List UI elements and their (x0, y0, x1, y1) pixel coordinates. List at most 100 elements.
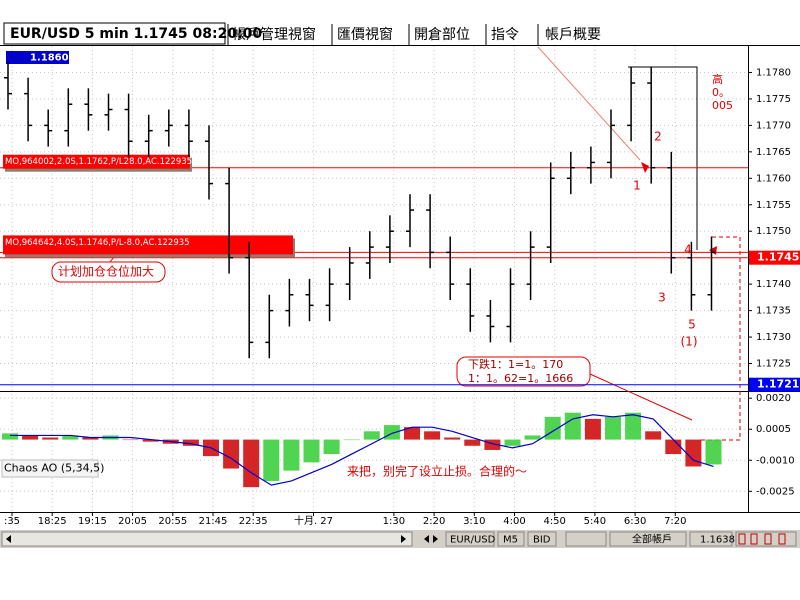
annotation: 计划加仓仓位加大 (58, 264, 154, 279)
indicator-title: Chaos AO (5,34,5) (4, 462, 104, 475)
x-tick-label: 十月. 27 (294, 514, 333, 527)
tool-icons (738, 533, 786, 545)
ao-bar (605, 416, 621, 440)
tab[interactable]: 帳戶概要 (545, 27, 601, 43)
ao-bar (303, 439, 320, 463)
x-tick-label: 4:50 (543, 516, 565, 527)
x-tick-label: 7:20 (664, 516, 686, 527)
y-tick-label: 1.1730 (756, 332, 791, 343)
toolbar-price-type[interactable]: BID (533, 535, 551, 546)
ao-bar (263, 439, 280, 481)
button[interactable] (445, 531, 495, 547)
x-tick-label: 22:35 (239, 516, 268, 527)
ao-bar (564, 412, 581, 440)
x-tick-label: 20:55 (158, 516, 187, 527)
tab[interactable]: 帳戶管理視窗 (232, 26, 316, 43)
price-box (749, 377, 800, 392)
ao-bar (625, 412, 642, 440)
y-tick-label: 1.1760 (756, 173, 791, 184)
nav-arrows[interactable] (424, 535, 438, 543)
ao-bar (444, 437, 461, 440)
tab[interactable]: EUR/USD 5 min 1.1745 08:20:00 (10, 26, 262, 42)
tab[interactable]: 開倉部位 (414, 27, 470, 43)
wave-label: (1) (681, 335, 698, 349)
x-tick-label: 19:15 (78, 516, 107, 527)
button[interactable] (527, 531, 557, 547)
button[interactable] (565, 531, 607, 547)
range-box (628, 66, 698, 250)
y-tick-label: 1.1755 (756, 200, 791, 211)
indicator-label-box (1, 459, 99, 478)
ao-bar (2, 433, 18, 440)
price-box-label: 1.1721 (757, 378, 799, 391)
ao-signal (10, 414, 714, 486)
ao-bar (42, 437, 59, 440)
ao-bar (142, 439, 159, 442)
annotation: 高 (712, 72, 723, 86)
ao-bar (22, 435, 39, 440)
y-tick-label: 1.1750 (756, 226, 791, 237)
ao-bar (182, 439, 199, 446)
ao-bar (484, 439, 501, 450)
x-tick-label: 5:40 (584, 516, 606, 527)
note-box (51, 261, 166, 283)
ao-bar (524, 435, 541, 440)
x-tick-label: 1:30 (383, 516, 405, 527)
ao-bar (343, 439, 360, 441)
toolbar-period[interactable]: M5 (503, 535, 518, 546)
ao-bar (82, 437, 99, 440)
y-tick-label: 1.1775 (756, 94, 791, 105)
y-tick-label: 1.1725 (756, 359, 791, 370)
ao-bar (363, 431, 380, 440)
price-box-label: 1.1745 (757, 251, 799, 264)
tab[interactable]: 指令 (491, 27, 519, 43)
ao-bar (504, 439, 521, 446)
x-tick-label: 3:10 (463, 516, 485, 527)
price-box (749, 250, 800, 265)
annotation: 下跌1：1=1。170 (468, 357, 563, 371)
order-label: MO,964642,4.0S,1.1746,P/L-8.0,AC.122935 (5, 238, 190, 248)
ao-bar (323, 439, 340, 455)
ao-bar (665, 439, 682, 455)
order-box (3, 154, 190, 169)
wave-label: 5 (688, 318, 696, 332)
tab-frame (3, 22, 226, 45)
ao-bar (404, 427, 420, 440)
x-tick-label: 21:45 (199, 516, 228, 527)
annotation: 来把，别完了设立止损。合理的～ (347, 464, 527, 479)
top-price: 1.1860 (30, 53, 69, 64)
stop-line (700, 236, 741, 441)
ao-bar (243, 439, 260, 488)
ao-bar (584, 418, 601, 440)
toolbar-price[interactable]: 1.1638 (700, 535, 735, 546)
button[interactable] (689, 531, 733, 547)
ao-bar (464, 439, 481, 446)
y-tick-label: 1.1770 (756, 120, 791, 131)
annotation: 1：1。62=1。1666 (468, 372, 573, 385)
x-tick-label: 4:00 (503, 516, 525, 527)
annotation: 0。 (712, 86, 730, 99)
button[interactable] (609, 531, 687, 547)
y-tick-label: 1.1740 (756, 279, 791, 290)
tab[interactable]: 匯價視窗 (337, 26, 393, 43)
x-tick-label: :35 (4, 516, 20, 527)
ao-bar (685, 439, 702, 467)
toolbar-symbol[interactable]: EUR/USD (450, 535, 496, 546)
scrollbar[interactable] (1, 531, 413, 547)
toolbar-account[interactable]: 全部帳戶 (632, 533, 672, 546)
entry-marker (709, 246, 717, 255)
wave-label: 3 (658, 291, 666, 305)
x-tick-label: 6:30 (624, 516, 646, 527)
y-tick-label: 1.1780 (756, 67, 791, 78)
y-tick-label: 0.0020 (756, 393, 791, 404)
x-tick-label: 2:20 (423, 516, 445, 527)
x-tick-label: 18:25 (38, 516, 67, 527)
ao-bar (223, 439, 240, 469)
note-arrow (589, 373, 693, 421)
y-tick-label: -0.0025 (756, 486, 795, 497)
top-price-box (6, 51, 69, 64)
ao-bar (705, 439, 722, 465)
note-box (456, 356, 591, 387)
button[interactable] (497, 531, 525, 547)
trend-line (537, 46, 641, 161)
